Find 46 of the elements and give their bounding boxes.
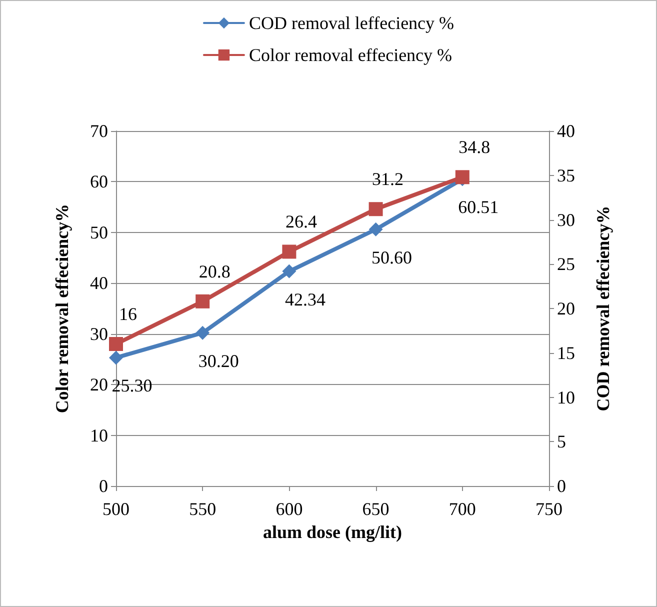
data-label: 31.2 bbox=[372, 169, 404, 190]
y-tick-label: 70 bbox=[90, 121, 108, 141]
y2-tick-label: 40 bbox=[557, 121, 575, 141]
y2-tick-label: 15 bbox=[557, 342, 575, 363]
y-tick-label: 20 bbox=[90, 374, 108, 395]
x-axis-title: alum dose (mg/lit) bbox=[263, 522, 402, 542]
legend-label: COD removal leffeciency % bbox=[248, 13, 454, 33]
y2-tick-label: 35 bbox=[557, 165, 575, 186]
data-label: 25.30 bbox=[112, 376, 152, 396]
y2-tick-label: 10 bbox=[557, 387, 575, 408]
point bbox=[196, 326, 210, 340]
x-tick-label: 500 bbox=[102, 499, 130, 519]
y-tick-label: 0 bbox=[99, 476, 108, 496]
legend-label: Color removal effeciency % bbox=[248, 45, 452, 65]
data-label: 26.4 bbox=[285, 212, 317, 232]
point bbox=[196, 294, 210, 308]
data-label: 34.8 bbox=[458, 137, 490, 158]
data-label: 30.20 bbox=[198, 350, 239, 371]
y-axis-title: Color removal effeciency% bbox=[52, 204, 72, 414]
data-label: 20.8 bbox=[198, 261, 230, 282]
point bbox=[109, 337, 123, 351]
y-tick-label: 10 bbox=[90, 425, 108, 446]
x-tick-label: 600 bbox=[276, 499, 303, 519]
data-label: 50.60 bbox=[372, 247, 412, 268]
y-tick-label: 40 bbox=[90, 273, 108, 294]
x-tick-label: 650 bbox=[362, 499, 390, 519]
y2-tick-label: 20 bbox=[557, 298, 575, 318]
data-label: 16 bbox=[119, 304, 137, 324]
y2-axis-title: COD removal effeciency% bbox=[593, 206, 613, 412]
data-label: 60.51 bbox=[458, 197, 499, 218]
y2-tick-label: 30 bbox=[557, 210, 575, 230]
y-tick-label: 30 bbox=[90, 324, 108, 344]
y-tick-label: 50 bbox=[90, 222, 108, 242]
y2-tick-label: 25 bbox=[557, 254, 575, 274]
data-label: 42.34 bbox=[284, 289, 326, 310]
point bbox=[282, 264, 296, 278]
y2-tick-label: 0 bbox=[557, 476, 566, 496]
point bbox=[282, 244, 296, 259]
point bbox=[109, 350, 123, 365]
y-tick-label: 60 bbox=[90, 172, 108, 192]
y2-tick-label: 5 bbox=[557, 432, 566, 452]
point bbox=[368, 222, 383, 236]
point bbox=[368, 202, 383, 216]
x-tick-label: 550 bbox=[189, 499, 216, 519]
x-tick-label: 700 bbox=[448, 499, 476, 519]
x-tick-label: 750 bbox=[536, 499, 562, 519]
